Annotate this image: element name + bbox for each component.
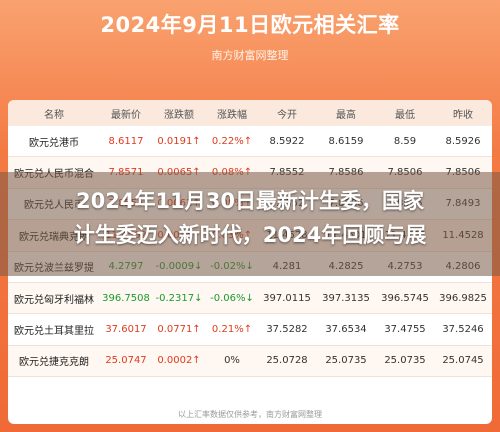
cell-name: 欧元兑捷克克朗 <box>8 345 100 378</box>
cell-prev: 25.0745 <box>434 345 492 378</box>
col-header-prev: 昨收 <box>434 100 492 126</box>
cell-low: 37.4755 <box>376 313 434 346</box>
cell-prev: 396.9825 <box>434 282 492 315</box>
cell-low: 8.59 <box>376 126 434 158</box>
col-header-open: 今开 <box>258 100 316 126</box>
cell-name: 欧元兑匈牙利福林 <box>8 282 100 315</box>
table-row: 欧元兑匈牙利福林 396.7508 -0.2317↓ -0.06%↓ 397.0115 3… <box>8 282 492 315</box>
col-header-low: 最低 <box>376 100 434 126</box>
cell-change: -0.2317↓ <box>152 282 206 315</box>
cell-price: 37.6017 <box>100 313 152 346</box>
table-row: 欧元兑港币 8.6117 0.0191↑ 0.22%↑ 8.5922 8.6159 8.59… <box>8 126 492 158</box>
headline: 2024年11月30日最新计生委，国家 计生委迈入新时代，2024年回顾与展 <box>0 184 500 252</box>
cell-pct: 0% <box>206 345 258 378</box>
cell-change: 0.0191↑ <box>152 126 206 158</box>
col-header-name: 名称 <box>8 100 100 126</box>
cell-change: 0.0002↑ <box>152 345 206 378</box>
cell-price: 25.0747 <box>100 345 152 378</box>
table-row: 欧元兑捷克克朗 25.0747 0.0002↑ 0% 25.0728 25.0735 25.… <box>8 345 492 378</box>
cell-pct: 0.22%↑ <box>206 126 258 158</box>
cell-high: 8.6159 <box>316 126 376 158</box>
cell-change: 0.0771↑ <box>152 313 206 346</box>
page-subtitle: 南方财富网整理 <box>211 49 289 62</box>
table-row: 欧元兑土耳其里拉 37.6017 0.0771↑ 0.21%↑ 37.5282 37.65… <box>8 313 492 346</box>
table-header-row: 名称 最新价 涨跌额 涨跌幅 今开 最高 最低 昨收 <box>8 100 492 126</box>
cell-name: 欧元兑港币 <box>8 126 100 158</box>
cell-pct: 0.21%↑ <box>206 313 258 346</box>
cell-open: 8.5922 <box>258 126 316 158</box>
cell-open: 397.0115 <box>258 282 316 315</box>
col-header-high: 最高 <box>316 100 376 126</box>
table-footnote: 以上汇率数据仅供参考，南方财富网整理 <box>178 410 322 419</box>
cell-price: 396.7508 <box>100 282 152 315</box>
cell-open: 37.5282 <box>258 313 316 346</box>
col-header-pct: 涨跌幅 <box>206 100 258 126</box>
cell-low: 25.0735 <box>376 345 434 378</box>
cell-pct: -0.06%↓ <box>206 282 258 315</box>
cell-high: 37.6534 <box>316 313 376 346</box>
cell-high: 25.0735 <box>316 345 376 378</box>
headline-line-1: 2024年11月30日最新计生委，国家 <box>76 189 424 213</box>
col-header-price: 最新价 <box>100 100 152 126</box>
cell-prev: 37.5246 <box>434 313 492 346</box>
cell-low: 396.5745 <box>376 282 434 315</box>
page-title: 2024年9月11日欧元相关汇率 <box>100 13 400 37</box>
cell-open: 25.0728 <box>258 345 316 378</box>
headline-overlay <box>0 172 500 276</box>
col-header-change: 涨跌额 <box>152 100 206 126</box>
cell-prev: 8.5926 <box>434 126 492 158</box>
cell-high: 397.3135 <box>316 282 376 315</box>
cell-price: 8.6117 <box>100 126 152 158</box>
headline-line-2: 计生委迈入新时代，2024年回顾与展 <box>73 223 427 247</box>
cell-name: 欧元兑土耳其里拉 <box>8 313 100 346</box>
